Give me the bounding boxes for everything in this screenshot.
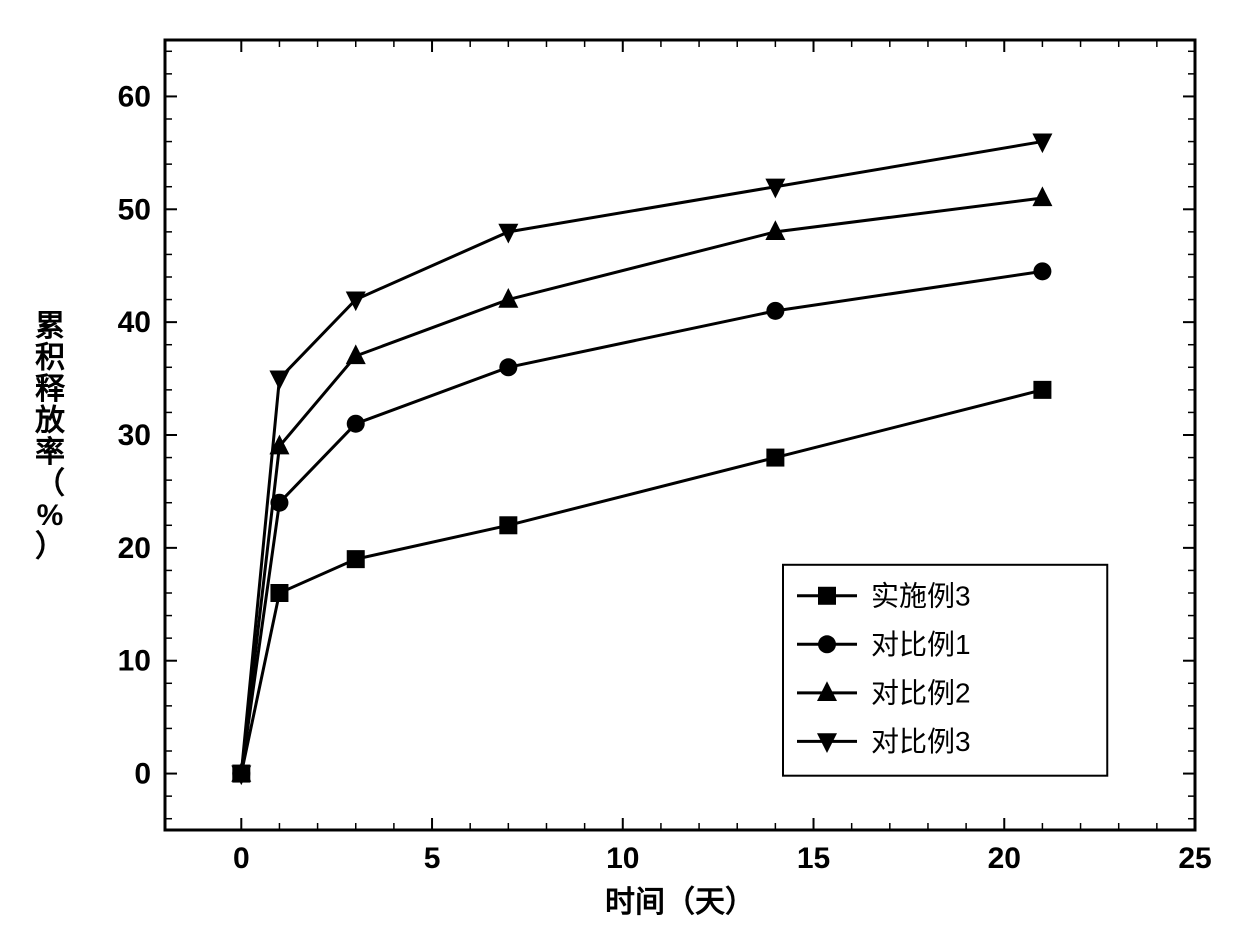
svg-text:放: 放 — [34, 405, 66, 438]
svg-text:（: （ — [35, 467, 65, 501]
y-tick-label: 60 — [118, 80, 151, 113]
marker-circle — [818, 635, 836, 653]
y-tick-label: 20 — [118, 532, 151, 565]
svg-text:%: % — [37, 499, 64, 532]
chart-bg — [0, 0, 1240, 937]
x-tick-label: 10 — [606, 842, 639, 875]
marker-square — [347, 550, 365, 568]
marker-square — [270, 584, 288, 602]
marker-square — [1033, 381, 1051, 399]
legend-label: 对比例2 — [871, 678, 971, 709]
x-tick-label: 25 — [1178, 842, 1211, 875]
y-tick-label: 50 — [118, 193, 151, 226]
marker-circle — [499, 358, 517, 376]
line-chart: 0 5 10 15 20 25 0 10 20 30 40 50 60 时间（天） 累积释放率（%） 实施例3… — [0, 0, 1240, 937]
x-tick-label: 20 — [988, 842, 1021, 875]
marker-circle — [1033, 262, 1051, 280]
marker-square — [499, 516, 517, 534]
marker-square — [766, 449, 784, 467]
legend-label: 对比例1 — [871, 629, 971, 660]
svg-text:释: 释 — [35, 373, 66, 406]
y-tick-label: 30 — [118, 419, 151, 452]
legend: 实施例3 对比例1 对比例2 对比例3 — [783, 565, 1107, 776]
svg-text:积: 积 — [35, 342, 65, 375]
x-axis-label: 时间（天） — [605, 885, 755, 919]
y-tick-label: 40 — [118, 306, 151, 339]
y-tick-label: 0 — [134, 758, 151, 791]
legend-label: 对比例3 — [871, 726, 971, 757]
legend-label: 实施例3 — [871, 581, 971, 612]
x-tick-label: 0 — [233, 842, 250, 875]
x-tick-label: 15 — [797, 842, 830, 875]
marker-circle — [347, 415, 365, 433]
y-axis-label: 累积释放率（%） — [34, 310, 66, 564]
svg-text:率: 率 — [35, 436, 65, 469]
svg-text:）: ） — [35, 530, 65, 564]
chart-container: 0 5 10 15 20 25 0 10 20 30 40 50 60 时间（天） 累积释放率（%） 实施例3… — [0, 0, 1240, 937]
svg-text:累: 累 — [35, 310, 65, 343]
marker-square — [818, 587, 836, 605]
x-tick-label: 5 — [424, 842, 441, 875]
marker-circle — [766, 302, 784, 320]
y-tick-label: 10 — [118, 645, 151, 678]
